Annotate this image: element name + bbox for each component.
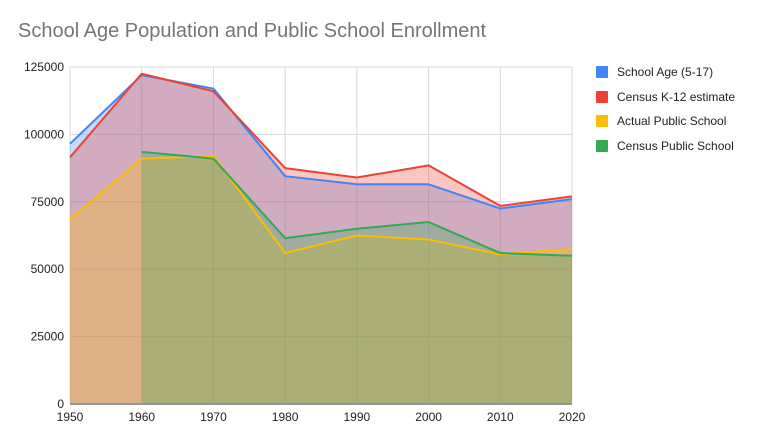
legend-item: School Age (5-17)	[596, 60, 735, 85]
series-line	[141, 150, 573, 257]
legend-item: Actual Public School	[596, 109, 735, 134]
legend: School Age (5-17) Census K-12 estimate A…	[596, 60, 735, 158]
x-tick-label: 1980	[272, 410, 299, 424]
legend-swatch	[596, 139, 608, 152]
legend-swatch	[596, 90, 608, 103]
x-tick-label: 2000	[415, 410, 442, 424]
legend-swatch	[596, 66, 608, 79]
x-tick-label: 2010	[487, 410, 514, 424]
x-tick-label: 2020	[559, 410, 586, 424]
legend-item: Census Public School	[596, 134, 735, 159]
legend-item: Census K-12 estimate	[596, 85, 735, 110]
series-line	[69, 154, 573, 256]
y-tick-label: 50000	[31, 262, 65, 276]
x-tick-label: 1970	[200, 410, 227, 424]
y-tick-label: 100000	[24, 127, 64, 141]
legend-label: Census K-12 estimate	[617, 89, 736, 104]
legend-label: Actual Public School	[617, 114, 727, 129]
y-tick-label: 125000	[24, 60, 64, 74]
legend-swatch	[596, 115, 608, 128]
chart-title: School Age Population and Public School …	[18, 20, 487, 42]
y-tick-label: 75000	[31, 195, 65, 209]
legend-label: School Age (5-17)	[617, 65, 714, 80]
y-tick-label: 0	[57, 397, 64, 411]
x-tick-label: 1960	[128, 410, 155, 424]
y-tick-label: 25000	[31, 330, 65, 344]
gridlines	[69, 66, 573, 405]
axes: 0 25000 50000 75000 100000 125000 1950 1960 1970…	[24, 60, 586, 424]
series-area	[141, 151, 572, 404]
series-areas	[70, 73, 572, 405]
x-tick-label: 1950	[57, 410, 84, 424]
legend-label: Census Public School	[617, 138, 734, 153]
series-area	[70, 155, 572, 404]
series-lines	[69, 72, 573, 257]
series-line	[69, 72, 573, 207]
x-tick-label: 1990	[344, 410, 371, 424]
